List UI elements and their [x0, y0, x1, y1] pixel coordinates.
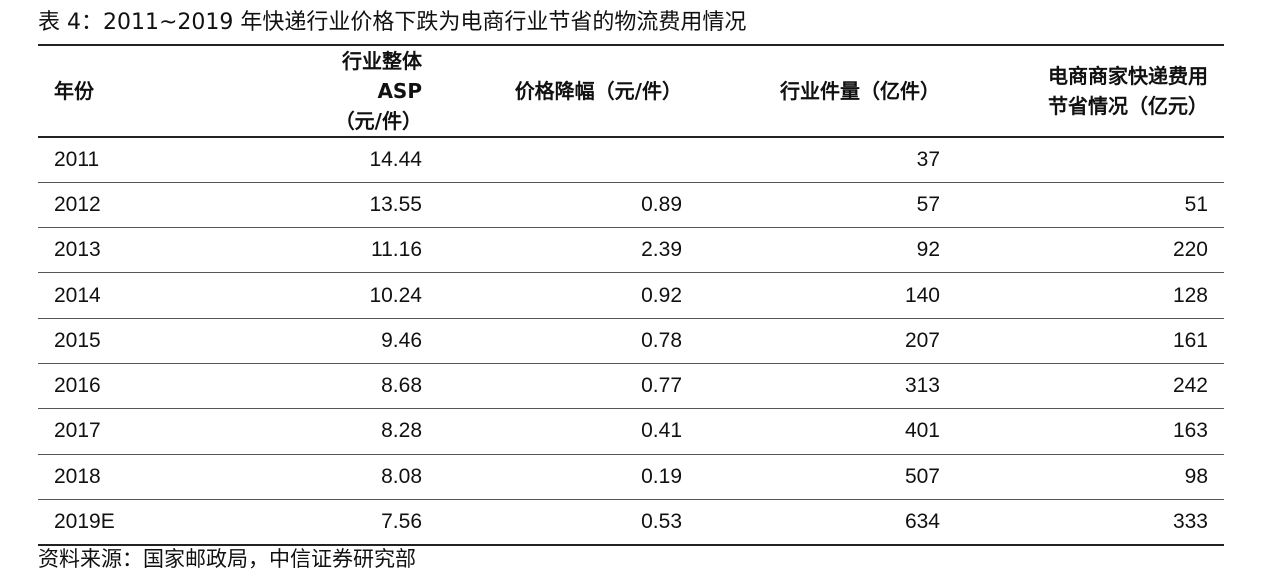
- cell-price-drop: 0.78: [641, 328, 682, 352]
- cell-year: 2012: [54, 192, 101, 216]
- cell-volume: 140: [904, 283, 940, 307]
- cell-volume: 507: [904, 464, 940, 488]
- cell-savings: 163: [1172, 419, 1208, 443]
- cell-price-drop: [438, 137, 698, 182]
- cell-year: 2013: [54, 238, 101, 262]
- table-row: 2015 9.46 0.78 207 161: [38, 318, 1224, 364]
- cell-price-drop: 0.19: [641, 464, 682, 488]
- cell-year: 2015: [54, 328, 101, 352]
- header-savings-line2: 节省情况（亿元）: [1048, 94, 1208, 118]
- cell-volume: 92: [916, 238, 940, 262]
- header-row: 年份 行业整体 ASP （元/件） 价格降幅（元/件） 行业件量（亿件） 电商商…: [38, 45, 1224, 137]
- cell-asp: 13.55: [369, 192, 422, 216]
- header-year-line1: 年份: [54, 79, 94, 103]
- cell-volume: 207: [904, 328, 940, 352]
- cell-asp: 8.08: [381, 464, 422, 488]
- cell-savings: [956, 137, 1224, 182]
- cell-year: 2019E: [54, 509, 115, 533]
- cell-year: 2017: [54, 419, 101, 443]
- header-asp-line2: （元/件）: [334, 109, 422, 133]
- cell-volume: 401: [904, 419, 940, 443]
- cell-savings: 51: [1184, 192, 1208, 216]
- cell-asp: 7.56: [381, 509, 422, 533]
- header-asp: 行业整体 ASP （元/件）: [278, 45, 438, 137]
- table-body: 2011 14.44 37 2012 13.55 0.89 57 51 2013…: [38, 137, 1224, 545]
- cell-year: 2016: [54, 374, 101, 398]
- cell-volume: 313: [904, 374, 940, 398]
- cell-year: 2011: [54, 147, 100, 171]
- header-savings: 电商商家快递费用 节省情况（亿元）: [956, 45, 1224, 137]
- cell-savings: 161: [1172, 328, 1208, 352]
- header-asp-line1: 行业整体 ASP: [342, 49, 422, 103]
- cell-year: 2014: [54, 283, 101, 307]
- header-volume: 行业件量（亿件）: [698, 45, 956, 137]
- table-row: 2014 10.24 0.92 140 128: [38, 273, 1224, 319]
- cell-savings: 333: [1172, 509, 1208, 533]
- cell-volume: 57: [916, 192, 940, 216]
- cell-savings: 220: [1172, 238, 1208, 262]
- cell-asp: 14.44: [369, 147, 422, 171]
- table-row: 2016 8.68 0.77 313 242: [38, 363, 1224, 409]
- header-price-drop: 价格降幅（元/件）: [438, 45, 698, 137]
- table-row: 2019E 7.56 0.53 634 333: [38, 499, 1224, 545]
- header-savings-line1: 电商商家快递费用: [1048, 64, 1208, 88]
- express-price-table: 年份 行业整体 ASP （元/件） 价格降幅（元/件） 行业件量（亿件） 电商商…: [38, 44, 1224, 546]
- cell-year: 2018: [54, 464, 101, 488]
- cell-volume: 634: [904, 509, 940, 533]
- cell-price-drop: 2.39: [641, 238, 682, 262]
- cell-asp: 10.24: [369, 283, 422, 307]
- cell-volume: 37: [916, 147, 940, 171]
- cell-price-drop: 0.92: [641, 283, 682, 307]
- table-row: 2012 13.55 0.89 57 51: [38, 182, 1224, 228]
- cell-price-drop: 0.89: [641, 192, 682, 216]
- header-year: 年份: [38, 45, 278, 137]
- cell-asp: 11.16: [371, 238, 422, 262]
- cell-asp: 8.28: [381, 419, 422, 443]
- cell-asp: 9.46: [381, 328, 422, 352]
- data-table-container: 年份 行业整体 ASP （元/件） 价格降幅（元/件） 行业件量（亿件） 电商商…: [38, 44, 1224, 546]
- table-row: 2013 11.16 2.39 92 220: [38, 228, 1224, 273]
- table-title: 表 4：2011~2019 年快递行业价格下跌为电商行业节省的物流费用情况: [38, 10, 747, 35]
- source-note: 资料来源：国家邮政局，中信证券研究部: [38, 547, 416, 571]
- cell-price-drop: 0.41: [641, 419, 682, 443]
- cell-price-drop: 0.53: [641, 509, 682, 533]
- cell-asp: 8.68: [381, 374, 422, 398]
- cell-savings: 242: [1172, 374, 1208, 398]
- table-row: 2017 8.28 0.41 401 163: [38, 409, 1224, 455]
- cell-savings: 128: [1172, 283, 1208, 307]
- cell-price-drop: 0.77: [641, 374, 682, 398]
- table-row: 2018 8.08 0.19 507 98: [38, 454, 1224, 500]
- table-header: 年份 行业整体 ASP （元/件） 价格降幅（元/件） 行业件量（亿件） 电商商…: [38, 45, 1224, 137]
- cell-savings: 98: [1184, 464, 1208, 488]
- header-volume-line1: 行业件量（亿件）: [780, 79, 940, 103]
- table-row: 2011 14.44 37: [38, 137, 1224, 183]
- header-price-drop-line1: 价格降幅（元/件）: [514, 79, 682, 103]
